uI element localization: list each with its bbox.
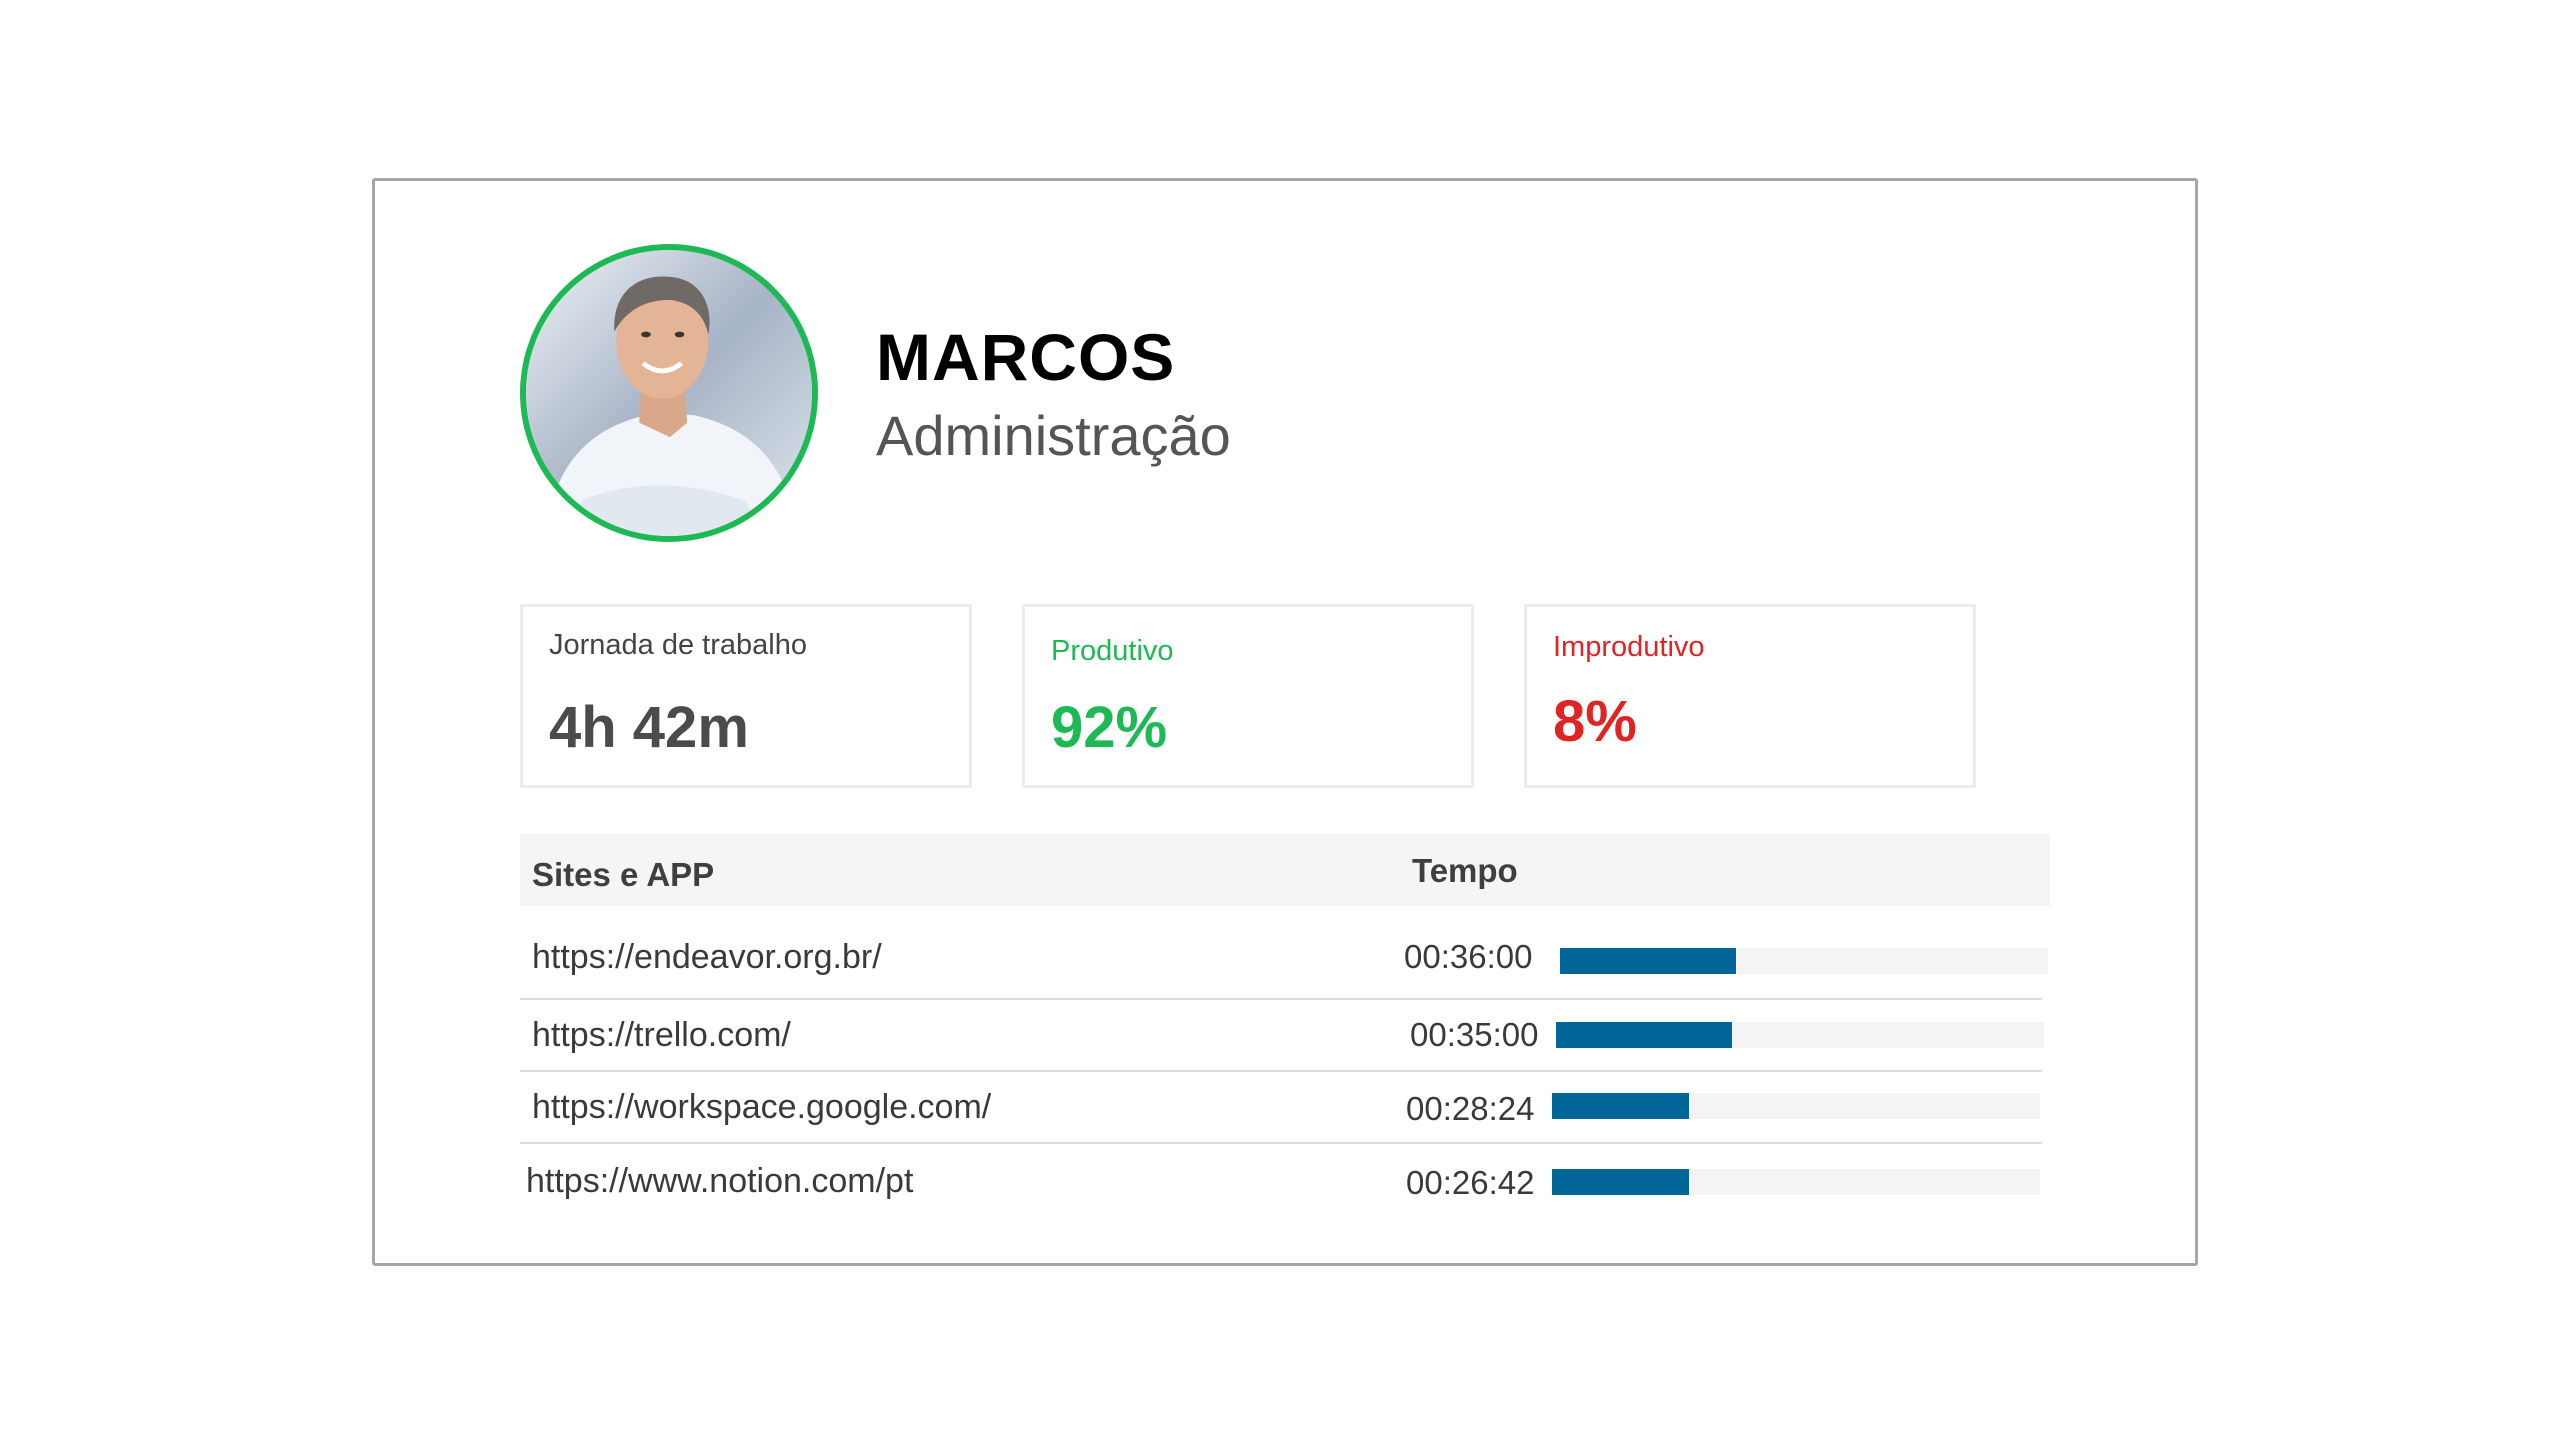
profile-photo: [526, 250, 812, 536]
workday-label: Jornada de trabalho: [549, 629, 807, 661]
productive-value: 92%: [1051, 695, 1168, 760]
column-header-sites: Sites e APP: [532, 856, 715, 893]
table-header: Sites e APP Tempo: [520, 834, 2050, 906]
time-value: 00:28:24: [1406, 1090, 1535, 1127]
unproductive-value: 8%: [1553, 689, 1637, 754]
workday-value: 4h 42m: [549, 695, 749, 760]
time-bar-track: [1556, 1022, 2044, 1048]
table-row: https://endeavor.org.br/ 00:36:00: [520, 926, 2048, 1000]
time-bar-fill: [1552, 1093, 1689, 1119]
site-url: https://workspace.google.com/: [532, 1088, 992, 1126]
time-bar-fill: [1556, 1022, 1732, 1048]
time-bar-fill: [1552, 1169, 1689, 1195]
productive-card: Produtivo 92%: [1022, 604, 1474, 788]
site-url: https://endeavor.org.br/: [532, 938, 882, 976]
site-url: https://www.notion.com/pt: [526, 1162, 914, 1200]
site-url: https://trello.com/: [532, 1016, 791, 1054]
column-header-time: Tempo: [1412, 852, 1518, 889]
time-bar-track: [1560, 948, 2048, 974]
unproductive-card: Improdutivo 8%: [1524, 604, 1976, 788]
time-bar-track: [1552, 1169, 2040, 1195]
table-row: https://workspace.google.com/ 00:28:24: [520, 1070, 2042, 1144]
time-bar-track: [1552, 1093, 2040, 1119]
avatar: [520, 244, 818, 542]
employee-department: Administração: [876, 404, 1231, 467]
time-value: 00:36:00: [1404, 938, 1533, 975]
workday-card: Jornada de trabalho 4h 42m: [520, 604, 972, 788]
time-value: 00:35:00: [1410, 1016, 1539, 1053]
employee-name: MARCOS: [876, 320, 1176, 394]
productive-label: Produtivo: [1051, 635, 1174, 667]
table-row: https://www.notion.com/pt 00:26:42: [520, 1144, 2042, 1216]
table-row: https://trello.com/ 00:35:00: [520, 998, 2044, 1072]
time-bar-fill: [1560, 948, 1736, 974]
time-value: 00:26:42: [1406, 1164, 1535, 1201]
unproductive-label: Improdutivo: [1553, 631, 1705, 663]
